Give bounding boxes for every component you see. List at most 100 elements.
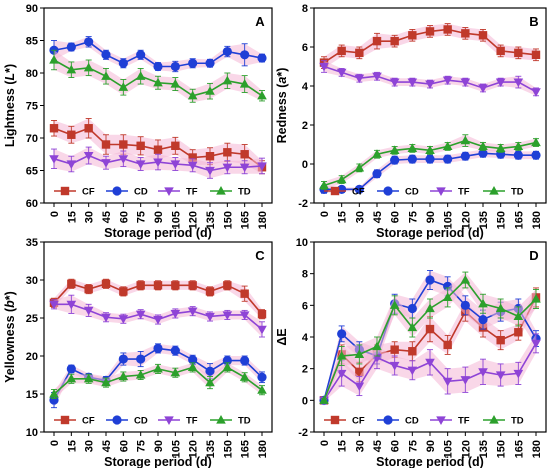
data-point — [222, 46, 232, 57]
y-tick-label: 8 — [302, 3, 308, 15]
x-tick-label: 15 — [337, 211, 349, 223]
data-point — [257, 372, 267, 382]
legend-marker — [330, 186, 340, 196]
legend: CF CD TF TD — [324, 186, 524, 198]
data-point — [425, 145, 435, 154]
series-td — [49, 49, 267, 103]
data-point — [257, 325, 267, 335]
legend-marker — [489, 415, 499, 424]
data-point — [389, 361, 400, 371]
data-point — [188, 153, 197, 162]
data-point — [425, 154, 435, 164]
data-point — [136, 141, 145, 150]
data-point — [407, 78, 418, 88]
x-axis-label: Storage period (d) — [104, 226, 212, 240]
data-point — [84, 124, 93, 133]
y-tick-label: 2 — [302, 364, 308, 376]
data-point — [118, 315, 129, 324]
x-tick-label: 120 — [188, 440, 200, 458]
data-point — [118, 58, 128, 68]
legend-item-tf: TF — [158, 187, 198, 198]
legend-label: CD — [405, 187, 419, 198]
panel-a: 60 65 70 75 80 85 90 0 15 30 45 60 75 90 105 120 135 150 1… — [3, 3, 273, 240]
legend-label: CF — [352, 187, 365, 198]
y-tick-label: 15 — [26, 389, 38, 401]
legend-item-td: TD — [483, 415, 524, 427]
y-tick-label: 60 — [26, 198, 38, 210]
y-tick-label: 25 — [26, 313, 38, 325]
data-point — [239, 311, 250, 320]
data-point — [425, 27, 435, 36]
x-tick-label: 180 — [531, 440, 543, 458]
y-tick-label: 4 — [302, 332, 309, 344]
data-point — [66, 364, 76, 374]
series-td — [319, 134, 541, 190]
x-tick-label: 105 — [443, 211, 455, 229]
y-tick-label: -2 — [298, 198, 308, 210]
legend-label: CF — [82, 187, 95, 198]
data-point — [205, 58, 215, 68]
data-point — [389, 145, 400, 154]
x-tick-label: 0 — [319, 440, 331, 446]
x-tick-label: 75 — [136, 440, 148, 452]
data-point — [170, 367, 181, 377]
data-point — [425, 303, 435, 313]
data-point — [205, 366, 215, 376]
data-point — [101, 50, 111, 60]
y-tick-label: 85 — [26, 36, 38, 48]
data-point — [222, 163, 233, 173]
data-point — [170, 309, 181, 319]
data-point — [205, 312, 215, 322]
x-tick-label: 90 — [425, 211, 437, 223]
legend-item-td: TD — [210, 186, 251, 198]
y-tick-label: 70 — [26, 133, 38, 145]
legend-item-cd: CD — [377, 415, 419, 427]
data-point — [478, 141, 488, 151]
data-point — [425, 358, 435, 368]
data-point — [239, 372, 250, 381]
legend-marker — [383, 186, 393, 196]
y-tick-label: 30 — [26, 275, 38, 287]
data-point — [531, 294, 541, 303]
legend: CF CD TF TD — [54, 415, 251, 427]
x-tick-label: 75 — [407, 211, 419, 223]
panel-b: -2 0 2 4 6 8 0 15 30 45 60 75 90 105 120 135 150 165 180 St… — [275, 3, 547, 240]
x-tick-label: 75 — [136, 211, 148, 223]
data-point — [205, 287, 215, 296]
x-tick-label: 150 — [222, 440, 234, 458]
legend-item-cd: CD — [377, 186, 419, 198]
data-point — [205, 86, 215, 95]
data-point — [531, 88, 541, 97]
data-point — [205, 377, 215, 387]
x-axis-label: Storage period (d) — [376, 455, 484, 468]
data-point — [170, 79, 181, 88]
data-point — [336, 68, 347, 78]
data-point — [222, 311, 233, 320]
series-cd — [49, 36, 267, 73]
data-point — [407, 154, 417, 164]
data-point — [135, 160, 146, 169]
legend-label: CD — [134, 416, 148, 427]
data-point — [495, 371, 506, 380]
x-tick-label: 165 — [240, 211, 252, 229]
x-tick-label: 15 — [66, 211, 78, 223]
panel-d: -2 0 2 4 6 8 10 0 15 30 45 60 75 90 105 120 135 150 165 180… — [275, 237, 547, 468]
x-tick-label: 15 — [337, 440, 349, 452]
data-point — [84, 37, 94, 47]
x-tick-label: 0 — [49, 440, 61, 446]
series-tf — [49, 294, 267, 338]
data-point — [496, 46, 505, 56]
data-point — [49, 55, 59, 64]
series-error-band — [324, 60, 536, 96]
data-point — [257, 90, 267, 100]
data-point — [223, 148, 232, 157]
x-tick-label: 135 — [478, 211, 490, 229]
x-tick-label: 30 — [84, 440, 96, 452]
data-point — [442, 292, 453, 302]
y-tick-label: 80 — [26, 68, 38, 80]
data-point — [531, 150, 541, 160]
legend-label: TD — [511, 416, 524, 427]
data-point — [372, 169, 382, 179]
data-point — [531, 137, 541, 147]
